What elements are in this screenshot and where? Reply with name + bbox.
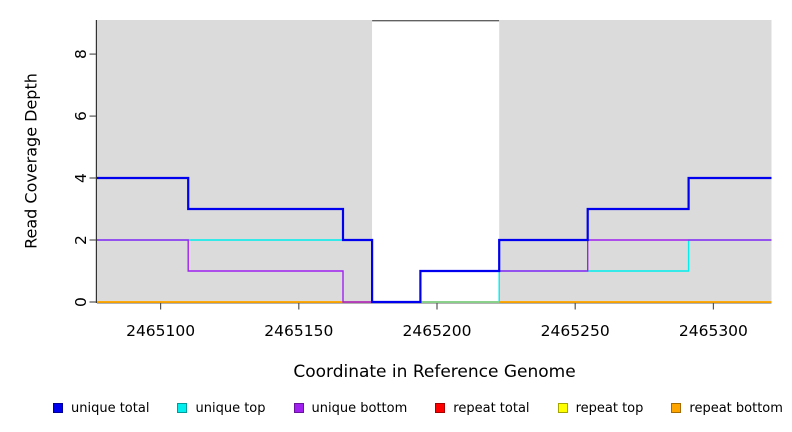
x-tick-label: 2465300: [679, 322, 748, 340]
legend-item-repeat-top: repeat top: [557, 400, 644, 416]
y-tick-label: 2: [72, 235, 90, 245]
legend-swatch-icon: [293, 403, 304, 413]
y-tick-label: 4: [72, 173, 90, 183]
y-tick-label: 8: [72, 49, 90, 59]
series-unique-total: [97, 176, 772, 304]
x-tick-label: 2465200: [402, 322, 471, 340]
x-tick-label: 2465150: [264, 322, 333, 340]
y-axis-title: Read Coverage Depth: [21, 73, 41, 249]
legend-item-unique-top: unique top: [177, 400, 266, 416]
x-axis-title: Coordinate in Reference Genome: [293, 362, 576, 382]
legend-swatch-icon: [53, 403, 63, 413]
region-covered-right: [499, 20, 772, 302]
legend-swatch-icon: [557, 403, 568, 413]
legend: unique total unique top unique bottom repea…: [53, 399, 783, 417]
region-uncovered-gap: [372, 20, 500, 302]
legend-item-repeat-total: repeat total: [435, 400, 530, 416]
x-tick-label: 2465250: [541, 322, 610, 340]
legend-item-repeat-bottom: repeat bottom: [671, 402, 783, 415]
legend-swatch-icon: [671, 403, 682, 413]
legend-label: unique total: [71, 400, 150, 416]
region-covered-left: [97, 20, 373, 302]
x-tick-label: 2465100: [126, 322, 195, 340]
y-tick-label: 0: [72, 297, 90, 307]
legend-item-unique-total: unique total: [53, 402, 149, 415]
legend-label: unique bottom: [311, 400, 408, 416]
legend-label: unique top: [195, 400, 266, 416]
legend-swatch-icon: [435, 403, 446, 413]
legend-item-unique-bottom: unique bottom: [293, 400, 408, 416]
legend-label: repeat top: [575, 400, 644, 416]
legend-swatch-icon: [177, 403, 188, 413]
legend-label: repeat bottom: [689, 400, 783, 416]
legend-label: repeat total: [453, 400, 530, 416]
y-tick-label: 6: [72, 111, 90, 121]
